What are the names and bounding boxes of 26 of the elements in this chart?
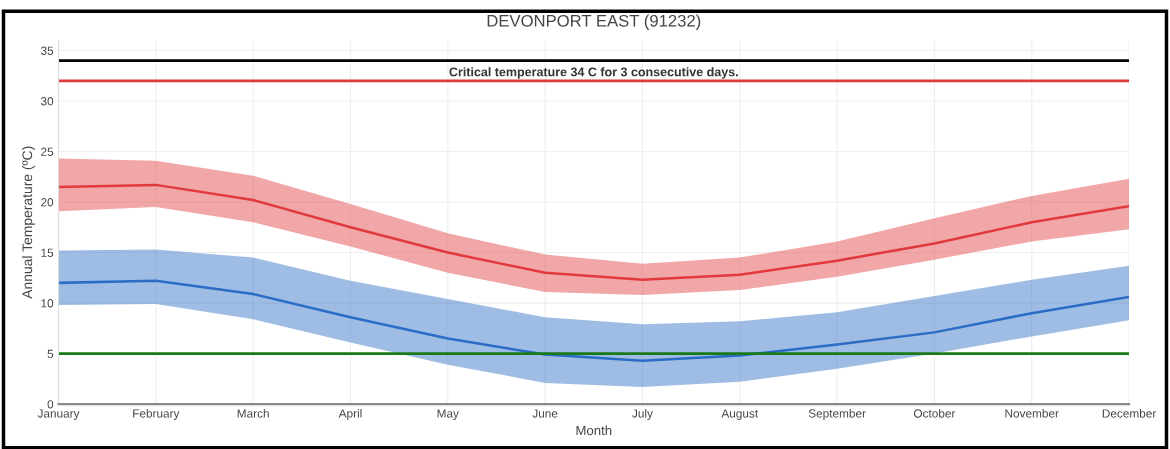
- x-axis-title: Month: [576, 425, 612, 436]
- y-tick-label: 5: [47, 349, 54, 358]
- x-tick-label: June: [532, 409, 558, 418]
- x-tick-label: September: [808, 408, 866, 420]
- x-tick-label: January: [37, 409, 80, 420]
- chart-title: DEVONPORT EAST (91232): [487, 14, 701, 30]
- x-tick-label: May: [437, 409, 459, 420]
- y-tick-label: 35: [40, 46, 54, 55]
- line-series: [58, 279, 1130, 362]
- x-tick-label: July: [632, 408, 653, 420]
- x-tick-label: November: [1005, 408, 1059, 418]
- x-tick-label: April: [338, 408, 362, 420]
- y-tick-label: 30: [40, 97, 54, 106]
- x-tick-label: December: [1102, 408, 1157, 418]
- line-series: [58, 183, 1130, 282]
- y-tick-label: 15: [41, 248, 54, 257]
- x-tick-label: February: [133, 408, 180, 420]
- x-tick-label: March: [237, 408, 269, 418]
- y-tick-label: 20: [41, 198, 54, 207]
- y-axis-title: Annual Temperature (ºC): [22, 146, 35, 299]
- y-tick-label: 10: [41, 299, 54, 308]
- y-tick-label: 25: [41, 147, 54, 156]
- x-tick-label: August: [721, 409, 759, 420]
- x-tick-label: October: [913, 408, 956, 418]
- ref-line-label: Critical temperature 34 C for 3 consecutive days.: [449, 67, 738, 79]
- y-tick-label: 0: [47, 400, 54, 409]
